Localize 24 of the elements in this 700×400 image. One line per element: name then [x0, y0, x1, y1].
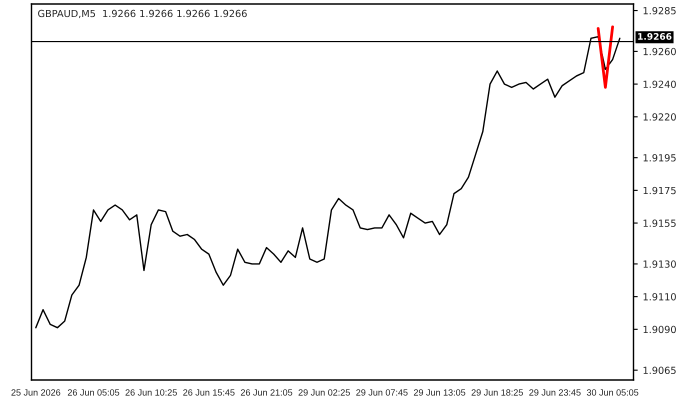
y-tick-label: 1.9240 [644, 80, 676, 88]
y-tick-label: 1.9195 [644, 154, 676, 162]
x-tick-label: 26 Jun 15:45 [183, 389, 235, 396]
x-tick-label: 29 Jun 23:45 [529, 389, 581, 396]
x-tick-label: 26 Jun 21:05 [240, 389, 292, 396]
ref-line-label: 1.9266 [638, 33, 672, 40]
y-tick-label: 1.9065 [644, 366, 676, 374]
y-tick-label: 1.9090 [644, 326, 676, 334]
x-tick-label: 29 Jun 07:45 [356, 389, 408, 396]
x-tick-label: 26 Jun 05:05 [68, 389, 120, 396]
y-tick-label: 1.9175 [644, 186, 676, 194]
text: GBPAUD,M5 1.9266 1.9266 1.9266 1.9266 [38, 10, 247, 18]
x-tick-label: 29 Jun 13:05 [414, 389, 466, 396]
x-tick-label: 26 Jun 10:25 [126, 389, 177, 396]
x-tick-label: 25 Jun 2026 [11, 389, 60, 396]
y-tick-label: 1.9285 [644, 7, 676, 14]
y-tick-label: 1.9155 [644, 220, 676, 227]
y-tick-label: 1.9130 [644, 260, 676, 268]
y-tick-label: 1.9220 [644, 113, 676, 121]
y-tick-label: 1.9110 [644, 293, 676, 300]
x-tick-label: 30 Jun 05:05 [586, 389, 638, 396]
x-tick-label: 29 Jun 02:25 [298, 389, 350, 396]
x-tick-label: 29 Jun 18:25 [472, 389, 523, 396]
y-tick-label: 1.9260 [644, 48, 676, 56]
